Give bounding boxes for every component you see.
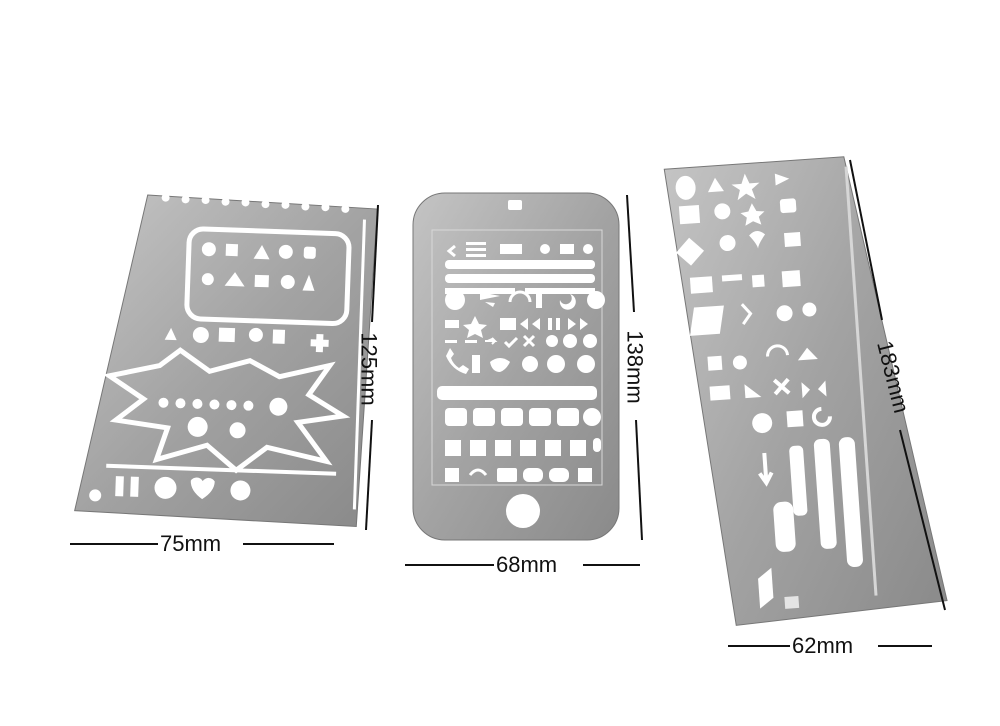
ruler-width-label: 62mm (792, 633, 854, 658)
dimension-lines (70, 159, 946, 647)
journal-width-label: 75mm (160, 531, 222, 556)
phone-ui-stencil (412, 192, 620, 541)
journal-icon-cutouts (164, 242, 329, 353)
ruler-shape-stencil (663, 156, 948, 626)
ruler-shape-cutouts (675, 173, 863, 609)
journal-stencil (74, 193, 378, 528)
phone-height-label: 138mm (622, 330, 648, 404)
phone-icon-cutouts (445, 290, 605, 374)
phone-width-label: 68mm (496, 552, 558, 577)
journal-height-label: 125mm (356, 332, 382, 406)
